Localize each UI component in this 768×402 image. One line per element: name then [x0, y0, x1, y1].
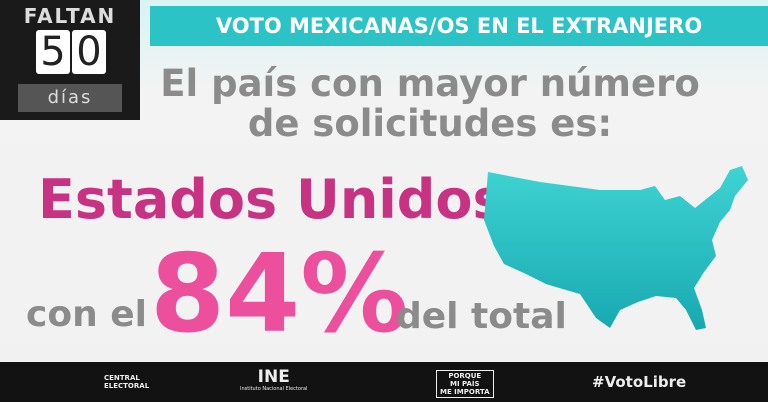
hashtag: #VotoLibre: [592, 373, 687, 391]
logo-text: PORQUE: [448, 372, 482, 380]
headline: de solicitudes es:: [247, 102, 613, 145]
logo-text: MI PAÍS: [450, 380, 480, 388]
logo-text: ME IMPORTA: [440, 388, 490, 396]
countdown-label: FALTAN: [23, 4, 117, 28]
country: Estados Unidos: [38, 168, 505, 231]
logo-text: INE: [257, 367, 290, 387]
logo-text: CENTRAL: [104, 374, 140, 382]
ine-logo: INE Instituto Nacional Electoral: [240, 368, 307, 392]
countdown: FALTAN 5 0 días: [0, 0, 140, 120]
us-map: [484, 166, 748, 330]
digit: 5: [36, 30, 70, 74]
digit: 0: [72, 30, 106, 74]
share-suffix: del total: [396, 296, 567, 337]
header-title: VOTO MEXICANAS/OS EN EL EXTRANJERO: [150, 6, 768, 46]
footer: CENTRAL ELECTORAL INE Instituto Nacional…: [0, 362, 768, 402]
share-value: 84%: [150, 232, 409, 357]
headline: El país con mayor número: [160, 62, 700, 105]
campaign-logo: PORQUE MI PAÍS ME IMPORTA: [436, 370, 494, 398]
countdown-unit: días: [18, 84, 122, 112]
logo-text: Instituto Nacional Electoral: [240, 386, 308, 392]
share-prefix: con el: [26, 294, 147, 335]
central-electoral-logo: CENTRAL ELECTORAL: [104, 374, 149, 390]
logo-text: ELECTORAL: [104, 382, 150, 390]
